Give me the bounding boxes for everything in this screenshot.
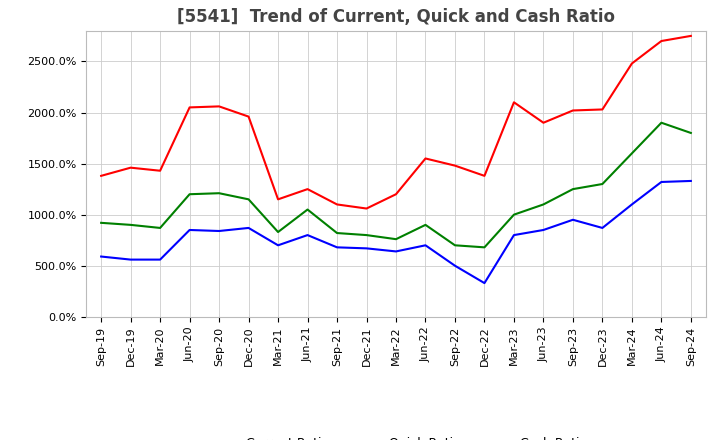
Quick Ratio xyxy=(510,212,518,217)
Quick Ratio xyxy=(628,151,636,156)
Current Ratio xyxy=(96,173,105,179)
Cash Ratio xyxy=(421,242,430,248)
Cash Ratio xyxy=(628,202,636,207)
Quick Ratio xyxy=(244,197,253,202)
Current Ratio xyxy=(185,105,194,110)
Cash Ratio xyxy=(657,180,666,185)
Cash Ratio xyxy=(362,246,371,251)
Current Ratio xyxy=(362,206,371,211)
Quick Ratio xyxy=(480,245,489,250)
Current Ratio xyxy=(628,61,636,66)
Quick Ratio xyxy=(687,130,696,136)
Current Ratio xyxy=(392,191,400,197)
Line: Quick Ratio: Quick Ratio xyxy=(101,123,691,247)
Current Ratio xyxy=(569,108,577,113)
Cash Ratio xyxy=(539,227,548,233)
Line: Current Ratio: Current Ratio xyxy=(101,36,691,209)
Current Ratio xyxy=(274,197,282,202)
Quick Ratio xyxy=(185,191,194,197)
Current Ratio xyxy=(539,120,548,125)
Quick Ratio xyxy=(362,232,371,238)
Current Ratio xyxy=(421,156,430,161)
Cash Ratio xyxy=(126,257,135,262)
Cash Ratio xyxy=(569,217,577,222)
Quick Ratio xyxy=(333,231,341,236)
Cash Ratio xyxy=(96,254,105,259)
Cash Ratio xyxy=(156,257,164,262)
Current Ratio xyxy=(244,114,253,119)
Cash Ratio xyxy=(303,232,312,238)
Cash Ratio xyxy=(274,242,282,248)
Quick Ratio xyxy=(539,202,548,207)
Quick Ratio xyxy=(421,222,430,227)
Cash Ratio xyxy=(510,232,518,238)
Cash Ratio xyxy=(598,225,607,231)
Current Ratio xyxy=(598,107,607,112)
Current Ratio xyxy=(215,104,223,109)
Cash Ratio xyxy=(480,280,489,286)
Quick Ratio xyxy=(303,207,312,212)
Current Ratio xyxy=(333,202,341,207)
Quick Ratio xyxy=(126,222,135,227)
Quick Ratio xyxy=(96,220,105,225)
Quick Ratio xyxy=(274,229,282,235)
Quick Ratio xyxy=(392,237,400,242)
Cash Ratio xyxy=(687,178,696,183)
Current Ratio xyxy=(687,33,696,39)
Current Ratio xyxy=(126,165,135,170)
Legend: Current Ratio, Quick Ratio, Cash Ratio: Current Ratio, Quick Ratio, Cash Ratio xyxy=(199,432,593,440)
Quick Ratio xyxy=(156,225,164,231)
Title: [5541]  Trend of Current, Quick and Cash Ratio: [5541] Trend of Current, Quick and Cash … xyxy=(177,8,615,26)
Quick Ratio xyxy=(215,191,223,196)
Current Ratio xyxy=(657,38,666,44)
Cash Ratio xyxy=(392,249,400,254)
Cash Ratio xyxy=(333,245,341,250)
Current Ratio xyxy=(451,163,459,168)
Quick Ratio xyxy=(657,120,666,125)
Current Ratio xyxy=(156,168,164,173)
Cash Ratio xyxy=(215,228,223,234)
Cash Ratio xyxy=(185,227,194,233)
Quick Ratio xyxy=(598,181,607,187)
Current Ratio xyxy=(480,173,489,179)
Quick Ratio xyxy=(569,187,577,192)
Current Ratio xyxy=(510,99,518,105)
Current Ratio xyxy=(303,187,312,192)
Quick Ratio xyxy=(451,242,459,248)
Line: Cash Ratio: Cash Ratio xyxy=(101,181,691,283)
Cash Ratio xyxy=(244,225,253,231)
Cash Ratio xyxy=(451,263,459,268)
